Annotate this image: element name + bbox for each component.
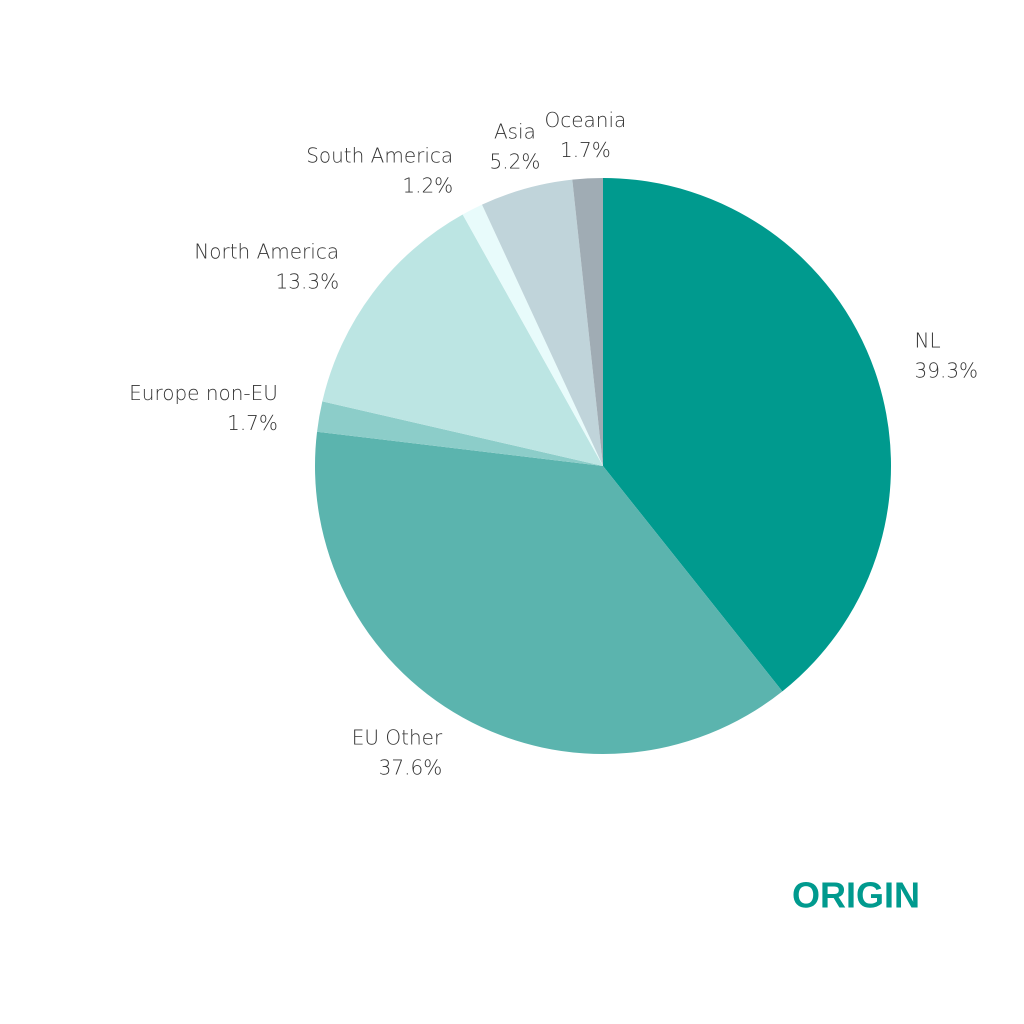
slice-value-label: 1.2% bbox=[402, 173, 453, 197]
pie-slice bbox=[462, 204, 603, 467]
pie-slice bbox=[603, 178, 891, 692]
slice-value-label: 5.2% bbox=[490, 149, 541, 173]
slice-label: Europe non-EU bbox=[129, 381, 278, 405]
slice-value-label: 13.3% bbox=[276, 269, 340, 293]
pie-slice bbox=[572, 178, 603, 466]
slice-value-label: 39.3% bbox=[915, 359, 979, 383]
pie-slice bbox=[322, 214, 603, 466]
chart-title: ORIGIN bbox=[792, 875, 920, 916]
pie-slice bbox=[317, 401, 603, 466]
slice-label: Oceania bbox=[544, 108, 626, 132]
slice-label: EU Other bbox=[352, 726, 443, 750]
slice-value-label: 1.7% bbox=[227, 411, 278, 435]
slice-label: North America bbox=[194, 239, 339, 263]
slice-value-label: 1.7% bbox=[560, 138, 611, 162]
slice-label: Asia bbox=[494, 119, 536, 143]
slice-label: NL bbox=[915, 329, 941, 353]
pie-slice bbox=[314, 431, 783, 754]
pie-slice bbox=[482, 179, 603, 467]
slice-value-label: 37.6% bbox=[379, 756, 443, 780]
slice-label: South America bbox=[306, 143, 453, 167]
